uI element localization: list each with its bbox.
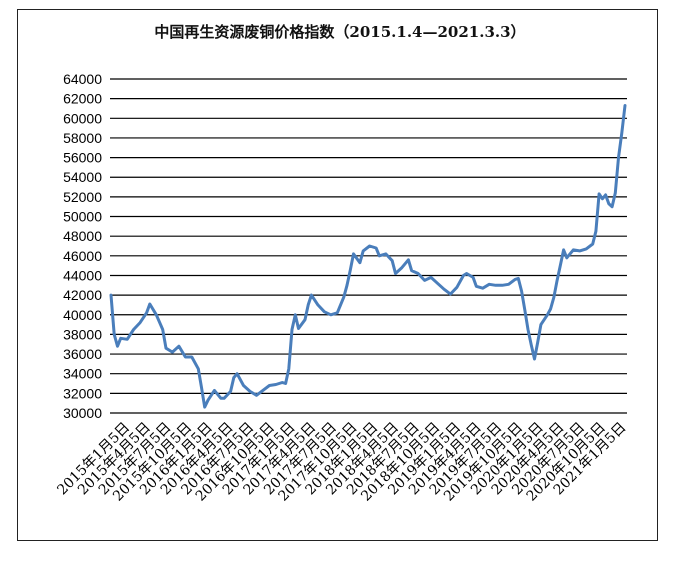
y-tick-label: 42000 [63,287,102,303]
y-tick-label: 34000 [63,366,102,382]
chart-title: 中国再生资源废铜价格指数（2015.1.4—2021.3.3） [154,23,526,41]
y-tick-label: 60000 [63,110,102,126]
y-tick-label: 64000 [63,71,102,87]
y-tick-label: 40000 [63,307,102,323]
y-tick-label: 48000 [63,228,102,244]
y-tick-label: 52000 [63,189,102,205]
y-tick-label: 30000 [63,405,102,421]
y-tick-label: 36000 [63,346,102,362]
y-tick-label: 54000 [63,169,102,185]
gridlines [110,78,627,414]
y-axis-tick-labels: 30000 32000 34000 36000 38000 40000 42000 44000… [63,71,102,421]
y-tick-label: 32000 [63,385,102,401]
x-axis-tick-labels: 2015年1月5日2015年4月5日2015年7月5日2015年10月5日201… [54,420,629,505]
y-tick-label: 38000 [63,326,102,342]
y-tick-label: 56000 [63,150,102,166]
y-tick-label: 58000 [63,130,102,146]
series-layer [109,104,627,409]
y-tick-label: 44000 [63,267,102,283]
price-index-line [109,104,627,409]
y-tick-label: 62000 [63,91,102,107]
y-tick-label: 50000 [63,209,102,225]
y-tick-label: 46000 [63,248,102,264]
